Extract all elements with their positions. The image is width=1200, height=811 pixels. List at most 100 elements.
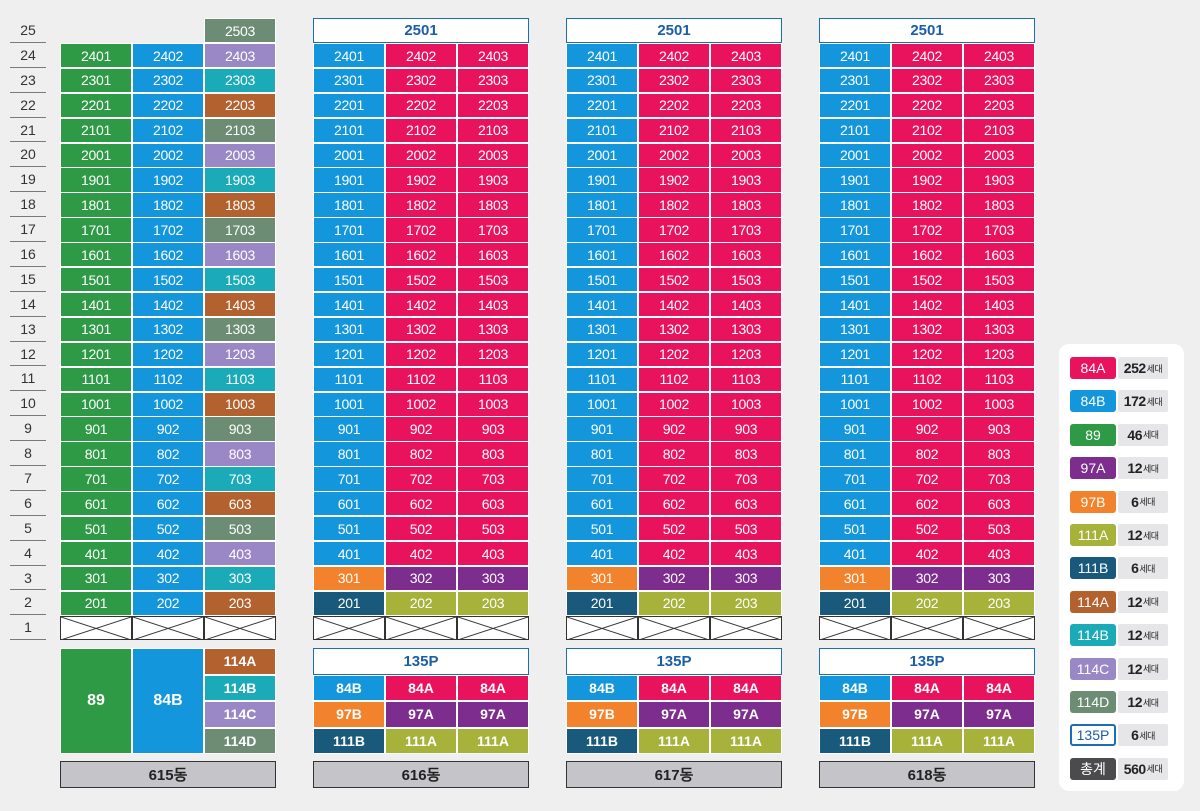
unit-cell: 1203 <box>457 341 529 368</box>
unit-cell: 2202 <box>132 92 204 119</box>
legend-item: 84A 252 세대 <box>1070 357 1168 379</box>
floor-label: 6 <box>10 491 46 516</box>
unit-cell: 402 <box>385 540 457 567</box>
unit-cell: 802 <box>891 441 963 467</box>
unit-cell: 2102 <box>385 117 457 143</box>
legend-swatch: 97A <box>1070 457 1116 480</box>
unit-cell: 1301 <box>819 316 891 343</box>
unit-cell: 901 <box>60 416 132 442</box>
floor-label: 25 <box>10 18 46 43</box>
legend-swatch: 114A <box>1070 590 1116 613</box>
unit-cell: 1103 <box>204 366 276 392</box>
unit-cell: 1902 <box>385 167 457 193</box>
unit-cell: 2102 <box>638 117 710 143</box>
legend-swatch: 114C <box>1070 657 1116 680</box>
unit-cell: 1502 <box>638 267 710 293</box>
unit-cell: 303 <box>204 565 276 592</box>
legend-swatch: 135P <box>1070 724 1116 747</box>
unit-cell: 2103 <box>204 117 276 143</box>
legend-swatch: 84B <box>1070 390 1116 413</box>
unit-cell: 1501 <box>566 267 638 293</box>
unit-cell: 1701 <box>819 217 891 243</box>
unit-cell: 1703 <box>963 217 1035 243</box>
unit-cell: 2003 <box>963 142 1035 168</box>
unit-cell: 2303 <box>710 67 782 94</box>
legend-count: 12 세대 <box>1118 657 1168 680</box>
unit-cell: 2103 <box>710 117 782 143</box>
unit-cell: 801 <box>313 441 385 467</box>
unit-cell: 403 <box>457 540 529 567</box>
type-97A: 97A <box>638 701 710 728</box>
building-name: 617동 <box>566 761 782 788</box>
unit-cell: 302 <box>385 565 457 592</box>
floor-label: 3 <box>10 566 46 591</box>
floor-label: 5 <box>10 516 46 541</box>
type-114A: 114A <box>204 648 276 675</box>
type-111A: 111A <box>457 727 529 754</box>
legend-swatch: 114D <box>1070 691 1116 713</box>
unit-cell: 1602 <box>385 242 457 268</box>
unit-cell: 1603 <box>963 242 1035 268</box>
unit-cell: 803 <box>710 441 782 467</box>
unit-cell: 903 <box>204 416 276 442</box>
unit-cell: 603 <box>457 491 529 517</box>
unit-cell: 1403 <box>963 291 1035 318</box>
unit-cell: 703 <box>457 466 529 492</box>
unit-cell: 2102 <box>132 117 204 143</box>
legend-count: 46 세대 <box>1118 423 1168 446</box>
unit-cell: 1003 <box>457 391 529 417</box>
unit-cell: 402 <box>638 540 710 567</box>
type-84A: 84A <box>891 675 963 702</box>
unit-cell: 1703 <box>457 217 529 243</box>
unit-cell: 1702 <box>638 217 710 243</box>
unit-cell: 2401 <box>60 42 132 69</box>
legend-swatch: 84A <box>1070 357 1116 379</box>
unit-cell: 201 <box>60 590 132 617</box>
unit-cell: 1002 <box>385 391 457 417</box>
unit-cell: 1401 <box>566 291 638 318</box>
type-97B: 97B <box>819 701 891 728</box>
type-84A: 84A <box>638 675 710 702</box>
unit-cell: 203 <box>963 590 1035 617</box>
pilotis-cell <box>891 615 963 641</box>
type-97B: 97B <box>566 701 638 728</box>
unit-cell: 702 <box>132 466 204 492</box>
unit-cell: 401 <box>819 540 891 567</box>
unit-cell: 1903 <box>710 167 782 193</box>
unit-cell: 402 <box>132 540 204 567</box>
unit-cell: 2302 <box>385 67 457 94</box>
penthouse-unit: 2501 <box>566 18 782 43</box>
legend-count: 6 세대 <box>1118 557 1168 580</box>
unit-cell: 303 <box>457 565 529 592</box>
pilotis-cell <box>60 615 132 641</box>
pilotis-cell <box>313 615 385 641</box>
unit-cell: 1901 <box>819 167 891 193</box>
floor-label: 12 <box>10 342 46 367</box>
unit-cell: 1902 <box>891 167 963 193</box>
unit-cell: 801 <box>566 441 638 467</box>
unit-cell: 303 <box>710 565 782 592</box>
unit-cell: 1202 <box>385 341 457 368</box>
legend-count: 6 세대 <box>1118 490 1168 513</box>
unit-cell: 1301 <box>60 316 132 343</box>
type-97B: 97B <box>313 701 385 728</box>
unit-cell: 503 <box>204 516 276 542</box>
floor-label: 13 <box>10 317 46 342</box>
unit-cell: 2001 <box>819 142 891 168</box>
unit-cell: 2301 <box>566 67 638 94</box>
unit-cell: 1501 <box>313 267 385 293</box>
legend-item: 114B 12 세대 <box>1070 624 1168 647</box>
floor-label: 17 <box>10 217 46 243</box>
unit-cell: 2401 <box>313 42 385 69</box>
unit-cell: 2203 <box>457 92 529 119</box>
unit-cell: 201 <box>566 590 638 617</box>
pilotis-cell <box>710 615 782 641</box>
unit-cell: 203 <box>457 590 529 617</box>
unit-cell: 2101 <box>819 117 891 143</box>
type-84A: 84A <box>963 675 1035 702</box>
legend-count: 12 세대 <box>1118 691 1168 713</box>
unit-cell: 1703 <box>204 217 276 243</box>
unit-cell: 1803 <box>204 192 276 218</box>
unit-cell: 2303 <box>204 67 276 94</box>
unit-cell: 1803 <box>710 192 782 218</box>
